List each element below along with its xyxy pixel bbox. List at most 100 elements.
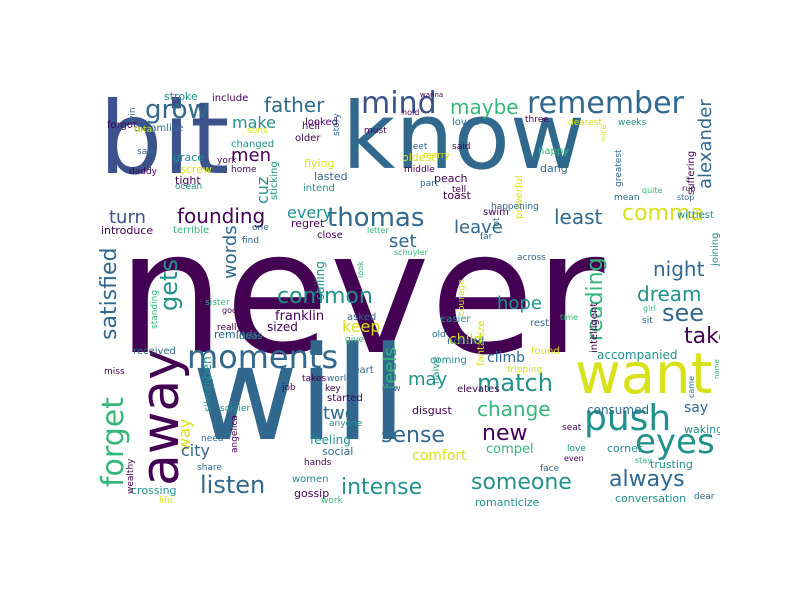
word-find: find	[242, 236, 260, 246]
word-dang: dang	[540, 162, 568, 175]
word-night: night	[653, 257, 705, 281]
word-rest: rest	[530, 318, 550, 329]
word-remember: remember	[527, 86, 684, 121]
word-home: home	[231, 165, 257, 175]
word-middle: middle	[404, 165, 435, 175]
word-corner: corner	[607, 442, 643, 455]
word-screw: screw	[180, 163, 212, 176]
word-sit: sit	[642, 316, 653, 326]
word-sense: sense	[381, 423, 445, 448]
word-know: know	[342, 83, 586, 190]
word-name: name	[713, 359, 720, 379]
word-sailing: sailing	[313, 261, 327, 300]
word-want: want	[575, 342, 713, 407]
word-dreamlike: dreamlike	[134, 123, 184, 134]
word-old: old	[432, 330, 446, 340]
word-away: away	[131, 348, 191, 486]
word-story: story	[332, 113, 342, 136]
word-every: every	[287, 203, 333, 222]
word-disgust: disgust	[412, 404, 452, 417]
word-asked: asked	[347, 312, 377, 323]
word-really: really	[217, 323, 242, 333]
word-letter: letter	[367, 226, 389, 235]
word-work: work	[321, 496, 343, 506]
word-schuyler: schuyler	[394, 248, 428, 257]
word-saw: saw	[137, 147, 155, 157]
word-oldest: oldest	[402, 151, 436, 164]
word-romanticize: romanticize	[475, 496, 540, 509]
word-least: least	[554, 205, 603, 229]
word-york: york	[217, 156, 237, 166]
word-ocean: ocean	[175, 182, 203, 192]
word-weeks: weeks	[618, 118, 647, 128]
word-love: love	[567, 444, 586, 454]
word-never: never	[117, 195, 605, 393]
word-city: city	[181, 441, 210, 460]
word-father: father	[264, 93, 325, 117]
word-words: words	[220, 225, 241, 279]
word-feeling: feeling	[310, 433, 351, 447]
word-child: child	[449, 332, 483, 348]
word-keep: keep	[342, 317, 381, 336]
word-bit: bit	[99, 80, 230, 197]
word-started: started	[327, 393, 363, 404]
word-climb: climb	[487, 350, 526, 366]
word-nice: nice	[599, 124, 608, 141]
word-satisfied: satisfied	[97, 247, 122, 340]
word-may: may	[408, 369, 448, 390]
word-anyone: anyone	[329, 419, 363, 429]
word-gossip: gossip	[294, 487, 330, 500]
word-sister: sister	[205, 298, 230, 308]
word-stay: stay	[635, 456, 652, 465]
word-change: change	[477, 397, 551, 421]
word-world: world	[327, 374, 352, 384]
word-men: men	[231, 145, 272, 166]
word-good: good	[222, 306, 242, 315]
word-dearest: dearest	[568, 118, 603, 128]
word-intelligent: intelligent	[589, 302, 600, 353]
word-look: look	[356, 261, 365, 278]
word-hands: hands	[304, 458, 332, 468]
word-thomas: thomas	[327, 203, 425, 233]
word-changed: changed	[231, 139, 275, 150]
word-regret: regret	[291, 217, 325, 230]
word-peach: peach	[434, 172, 468, 185]
word-meet: meet	[404, 142, 428, 152]
word-say: say	[684, 400, 709, 416]
word-angelica: angelica	[230, 415, 240, 453]
word-easier: easier	[440, 314, 471, 325]
word-coming: coming	[430, 355, 467, 366]
word-part: part	[420, 179, 439, 189]
word-loved: loved	[452, 117, 480, 128]
word-two: two	[323, 403, 356, 424]
word-soldier: soldier	[220, 404, 251, 414]
word-match: match	[477, 369, 553, 397]
word-sticking: sticking	[269, 161, 280, 200]
word-flying: flying	[304, 157, 335, 170]
word-grace: grace	[173, 151, 205, 164]
word-forget: forget	[97, 397, 131, 487]
word-now: now	[382, 384, 401, 394]
word-noticed: noticed	[447, 336, 485, 347]
word-dream: dream	[637, 282, 702, 306]
word-came: came	[687, 375, 696, 398]
word-happy: happy	[538, 146, 570, 157]
word-powerful: powerful	[514, 175, 525, 219]
word-stroke: stroke	[164, 90, 198, 103]
word-heart: heart	[347, 365, 374, 376]
word-quite: quite	[642, 186, 663, 195]
word-share: share	[197, 463, 222, 473]
word-comfort: comfort	[412, 448, 467, 464]
word-new: new	[482, 421, 528, 446]
word-win: win	[128, 107, 138, 123]
word-three: three	[525, 115, 549, 125]
word-turn: turn	[109, 207, 146, 228]
word-lasted: lasted	[314, 170, 348, 183]
word-life: life	[159, 496, 173, 506]
word-grow: grow	[145, 95, 209, 125]
word-social: social	[322, 445, 354, 458]
word-alexander: alexander	[695, 99, 716, 189]
word-courage: courage	[457, 279, 467, 316]
word-see: see	[662, 299, 705, 327]
